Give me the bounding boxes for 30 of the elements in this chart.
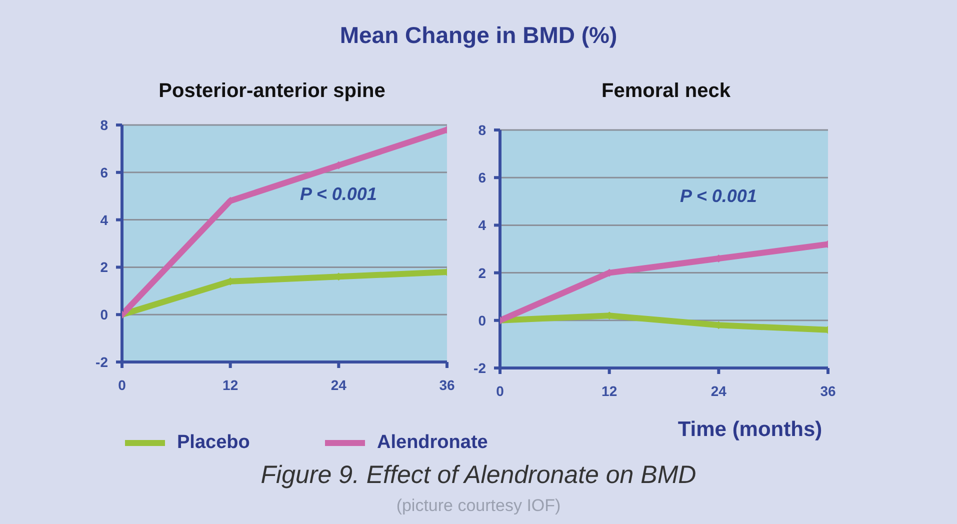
x-tick-label: 0 — [496, 382, 504, 399]
annotation: P < 0.001 — [300, 184, 378, 205]
x-tick-label: 0 — [118, 376, 126, 393]
y-tick-label: 4 — [478, 217, 486, 234]
annotation: P < 0.001 — [680, 186, 758, 207]
x-tick-label: 24 — [330, 376, 347, 393]
y-tick-label: 4 — [100, 212, 108, 228]
y-tick-label: 2 — [478, 264, 486, 281]
y-tick-label: -2 — [474, 360, 486, 376]
y-tick-label: -2 — [96, 354, 108, 370]
y-tick-label: 6 — [100, 164, 108, 180]
chart-subtitle: Posterior-anterior spine — [158, 80, 386, 103]
caption: Figure 9. Effect of Alendronate on BMD — [260, 461, 698, 490]
x-axis-title: Time (months) — [676, 418, 824, 442]
y-tick-label: 2 — [100, 259, 108, 276]
chart-title: Femoral neck — [600, 80, 732, 103]
x-tick-label: 12 — [602, 382, 618, 399]
x-tick-label: 36 — [820, 382, 836, 399]
y-tick-label: 0 — [100, 306, 108, 323]
x-tick-label: 36 — [439, 376, 455, 393]
y-tick-label: 6 — [478, 170, 486, 186]
y-tick-label: 8 — [100, 116, 108, 133]
legend-label: Placebo — [177, 432, 250, 454]
x-tick-label: 24 — [710, 382, 727, 399]
x-tick-label: 12 — [222, 376, 238, 393]
text: (picture courtesy IOF) — [395, 496, 562, 516]
chart-title: Mean Change in BMD (%) — [338, 22, 618, 49]
y-tick-label: 0 — [478, 312, 486, 328]
legend-label: Alendronate — [377, 432, 488, 454]
y-tick-label: 8 — [478, 122, 486, 138]
